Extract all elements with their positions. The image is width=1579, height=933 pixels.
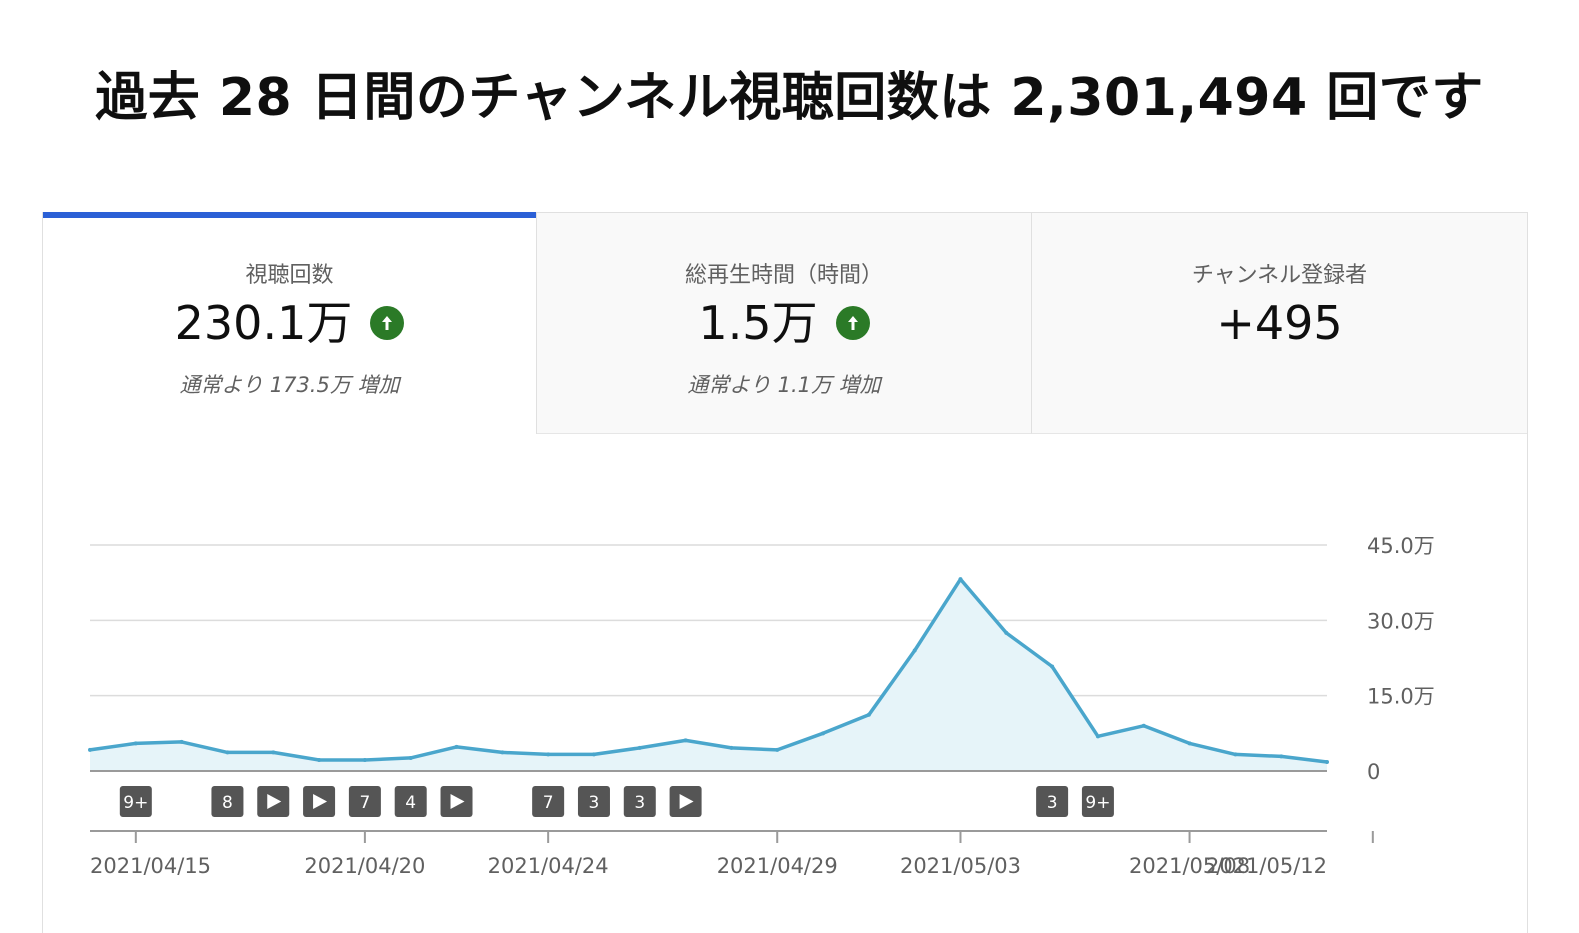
x-tick-label: 2021/05/03 [900, 854, 1021, 878]
data-point [546, 752, 551, 757]
data-point [1279, 754, 1284, 759]
video-count-marker[interactable]: 7 [532, 786, 565, 817]
y-tick-label: 15.0万 [1367, 685, 1435, 709]
arrow-up-icon [835, 306, 870, 340]
tab-label: 視聴回数 [245, 263, 334, 288]
data-point [1325, 759, 1329, 764]
tab-subtext: 通常より 173.5万 増加 [179, 373, 400, 397]
video-count-marker[interactable]: 7 [348, 786, 381, 817]
marker-count-label: 9+ [123, 793, 148, 813]
video-count-marker[interactable]: 4 [394, 786, 427, 817]
data-point [591, 752, 596, 757]
y-tick-label: 0 [1367, 760, 1380, 784]
marker-count-label: 3 [634, 793, 645, 813]
data-point [637, 745, 642, 750]
y-tick-label: 30.0万 [1367, 609, 1435, 633]
data-point [179, 739, 184, 744]
page-title: 過去 28 日間のチャンネル視聴回数は 2,301,494 回です [95, 68, 1484, 128]
x-tick-label: 2021/04/20 [304, 854, 425, 878]
data-point [88, 747, 92, 752]
video-count-marker[interactable]: 9+ [119, 786, 152, 817]
x-tick-label: 2021/04/15 [90, 854, 211, 878]
play-icon [313, 794, 328, 809]
series-area [90, 579, 1327, 771]
video-count-marker[interactable]: 9+ [1081, 786, 1114, 817]
tab-label: 総再生時間（時間） [684, 263, 883, 288]
marker-count-label: 4 [405, 793, 416, 813]
video-count-marker[interactable]: 8 [211, 786, 244, 817]
data-point [271, 750, 276, 755]
y-tick-label: 45.0万 [1367, 534, 1435, 558]
data-point [912, 648, 917, 653]
data-point [317, 757, 322, 762]
marker-count-label: 7 [543, 793, 554, 813]
x-tick-label: 2021/05/08 [1129, 854, 1250, 878]
play-icon [267, 794, 282, 809]
video-marker[interactable] [440, 786, 473, 817]
marker-count-label: 8 [222, 793, 233, 813]
data-point [1187, 741, 1192, 746]
tab-value: +495 [1216, 296, 1343, 350]
x-tick-label: 2021/04/24 [488, 854, 609, 878]
marker-count-label: 9+ [1085, 793, 1110, 813]
video-marker[interactable] [257, 786, 290, 817]
marker-count-label: 3 [589, 793, 600, 813]
data-point [729, 745, 734, 750]
data-point [362, 757, 367, 762]
tab-watch-time[interactable]: 総再生時間（時間） 1.5万 通常より 1.1万 増加 [537, 213, 1032, 434]
marker-count-label: 7 [359, 793, 370, 813]
data-point [454, 744, 459, 749]
analytics-card: 視聴回数 230.1万 通常より 173.5万 増加 総再生時間（時間） 1.5… [42, 212, 1528, 933]
data-point [821, 731, 826, 736]
video-marker[interactable] [303, 786, 336, 817]
data-point [683, 738, 688, 743]
data-point [1233, 752, 1238, 757]
video-count-marker[interactable]: 3 [1036, 786, 1069, 817]
marker-count-label: 3 [1047, 793, 1058, 813]
data-point [1095, 734, 1100, 739]
tab-value: 1.5万 [698, 296, 818, 350]
data-point [408, 755, 413, 760]
data-point [1141, 723, 1146, 728]
video-count-marker[interactable]: 3 [623, 786, 656, 817]
tab-views[interactable]: 視聴回数 230.1万 通常より 173.5万 増加 [43, 212, 537, 434]
video-count-marker[interactable]: 3 [577, 786, 610, 817]
arrow-up-icon [370, 306, 405, 340]
tab-label: チャンネル登録者 [1191, 263, 1368, 288]
data-point [1050, 664, 1055, 669]
data-point [133, 741, 138, 746]
x-tick-label: 2021/05/12 [1206, 854, 1327, 878]
selected-tab-indicator [43, 212, 536, 218]
tab-value: 230.1万 [174, 296, 353, 350]
tab-subscribers[interactable]: チャンネル登録者 +495 [1032, 213, 1527, 434]
data-point [1004, 630, 1009, 635]
data-point [500, 750, 505, 755]
x-tick-label: 2021/04/29 [717, 854, 838, 878]
data-point [958, 577, 963, 582]
play-icon [450, 794, 465, 809]
data-point [866, 712, 871, 717]
metric-tabs: 視聴回数 230.1万 通常より 173.5万 増加 総再生時間（時間） 1.5… [43, 212, 1527, 434]
data-point [775, 747, 780, 752]
tab-subtext: 通常より 1.1万 増加 [687, 373, 881, 397]
series-line [89, 577, 1328, 764]
video-marker[interactable] [669, 786, 702, 817]
play-icon [679, 794, 694, 809]
data-point [225, 750, 230, 755]
